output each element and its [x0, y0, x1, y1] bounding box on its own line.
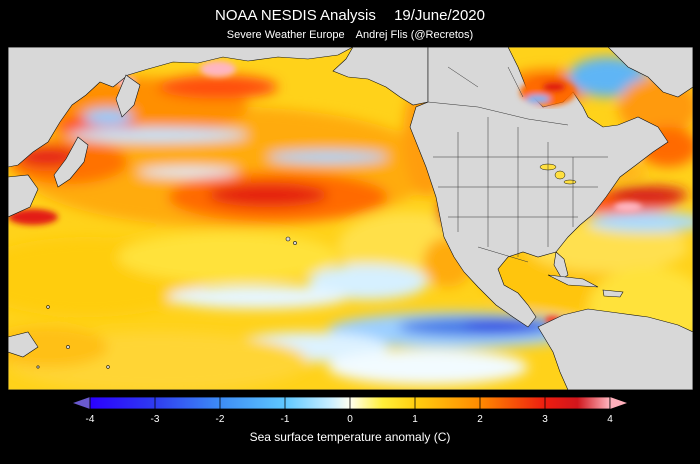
- title-text: NOAA NESDIS Analysis: [215, 7, 376, 24]
- colorbar-under-arrow: [73, 397, 90, 409]
- colorbar-label: Sea surface temperature anomaly (C): [249, 430, 451, 444]
- title-date: 19/June/2020: [394, 7, 485, 24]
- colorbar-tick-label: 3: [542, 414, 548, 425]
- colorbar-over-arrow: [610, 397, 627, 409]
- colorbar-tick-label: 4: [607, 414, 613, 425]
- colorbar-tick-label: -2: [215, 414, 225, 425]
- source-text: Severe Weather Europe: [226, 29, 345, 41]
- colorbar-tick-label: -3: [150, 414, 160, 425]
- colorbar-tick-label: 2: [477, 414, 483, 425]
- anomaly-field: [8, 57, 693, 390]
- colorbar-tick-label: -1: [280, 414, 290, 425]
- colorbar: [73, 396, 627, 410]
- author-text: Andrej Flis (@Recretos): [355, 29, 474, 41]
- map-title: NOAA NESDIS Analysis 19/June/2020: [0, 7, 700, 24]
- colorbar-tick-label: 0: [347, 414, 353, 425]
- hudson-bay: [520, 78, 576, 106]
- colorbar-tick-label: 1: [412, 414, 418, 425]
- colorbar-tick-label: -4: [85, 414, 95, 425]
- sst-anomaly-map: [8, 47, 693, 390]
- map-subtitle: Severe Weather Europe Andrej Flis (@Recr…: [0, 29, 700, 41]
- political-boundaries: [427, 66, 608, 263]
- colorbar-tick-marks: [89, 397, 611, 409]
